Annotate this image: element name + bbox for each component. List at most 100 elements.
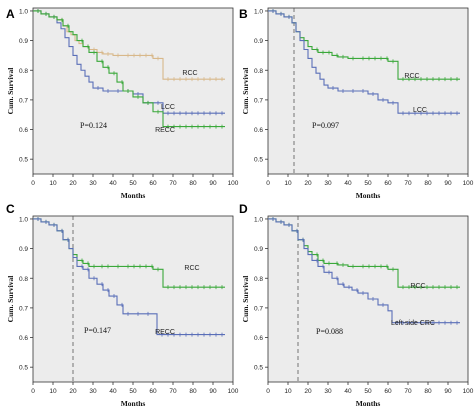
x-tick-label: 20 [69,388,77,395]
y-tick-label: 0.7 [19,97,28,104]
x-tick-label: 80 [189,180,197,187]
plot-area [32,215,234,383]
y-tick-label: 0.8 [254,276,263,283]
y-tick-label: 0.9 [19,38,28,45]
panel-label: A [6,7,15,21]
panel-c: C 0.5 0.6 0.7 0.8 0.9 1.0 0 10 20 30 40 50 60 70 80 90 10… [6,202,239,408]
x-tick-label: 80 [424,388,432,395]
y-tick-label: 0.9 [19,246,28,253]
y-tick-label: 0.5 [254,157,263,164]
x-tick-label: 100 [463,388,474,395]
x-axis-label: Months [121,399,146,408]
panel-label: B [239,7,248,21]
y-tick-label: 0.9 [254,246,263,253]
x-tick-label: 90 [209,388,217,395]
series-line-recc [33,10,225,128]
y-tick-label: 0.5 [19,157,28,164]
x-tick-label: 40 [109,180,117,187]
x-tick-label: 100 [228,180,239,187]
y-axis-label: Cum. Survival [241,276,250,323]
x-tick-label: 80 [189,388,197,395]
p-value: P=0.124 [80,121,107,130]
y-tick-label: 0.5 [254,365,263,372]
y-tick-label: 0.8 [19,68,28,75]
x-tick-label: 30 [324,180,332,187]
p-value: P=0.097 [312,121,339,130]
y-tick-label: 0.9 [254,38,263,45]
y-tick-label: 0.7 [254,305,263,312]
y-tick-label: 0.6 [254,127,263,134]
y-axis-label: Cum. Survival [6,68,15,115]
x-tick-label: 100 [228,388,239,395]
x-tick-label: 20 [69,180,77,187]
panel-d: D 0.5 0.6 0.7 0.8 0.9 1.0 0 10 20 30 40 50 60 70 80 90 10… [239,202,474,408]
series-label: RECC [155,127,175,134]
y-tick-label: 0.7 [19,305,28,312]
x-tick-label: 40 [344,180,352,187]
y-axis-label: Cum. Survival [6,276,15,323]
x-tick-label: 10 [284,180,292,187]
series-label: LCC [161,104,175,111]
x-tick-label: 40 [344,388,352,395]
y-tick-label: 1.0 [254,216,263,223]
x-tick-label: 50 [364,180,372,187]
panel-label: D [239,202,248,216]
x-tick-label: 70 [169,388,177,395]
x-tick-label: 10 [49,388,57,395]
x-tick-label: 30 [89,388,97,395]
series-label: RECC [155,329,175,336]
x-tick-label: 80 [424,180,432,187]
x-tick-label: 50 [129,180,137,187]
series-line-lcc [268,10,460,114]
x-tick-label: 60 [149,388,157,395]
x-tick-label: 30 [89,180,97,187]
x-tick-label: 60 [384,388,392,395]
series-label: RCC [404,73,419,80]
x-axis-label: Months [356,399,381,408]
x-tick-label: 10 [284,388,292,395]
x-tick-label: 0 [31,180,35,187]
x-tick-label: 40 [109,388,117,395]
panel-label: C [6,202,15,216]
x-tick-label: 70 [404,180,412,187]
y-tick-label: 1.0 [19,216,28,223]
p-value: P=0.147 [84,326,111,335]
x-tick-label: 50 [129,388,137,395]
panel-a: A 0.5 0.6 0.7 0.8 0.9 1.0 0 10 20 30 40 50 60 70 80 90 10… [6,7,239,200]
x-tick-label: 30 [324,388,332,395]
x-tick-label: 0 [266,180,270,187]
y-tick-label: 0.6 [254,335,263,342]
x-tick-label: 0 [266,388,270,395]
series-label: Left-side CRC [391,320,435,327]
x-axis-label: Months [121,191,146,200]
y-tick-label: 1.0 [254,8,263,15]
y-tick-label: 1.0 [19,8,28,15]
series-line-left-side-crc [268,218,460,324]
y-axis-label: Cum. Survival [241,68,250,115]
x-axis-label: Months [356,191,381,200]
series-line-recc [33,218,225,336]
x-tick-label: 50 [364,388,372,395]
x-tick-label: 70 [169,180,177,187]
x-tick-label: 90 [209,180,217,187]
x-tick-label: 90 [444,180,452,187]
panel-b: B 0.5 0.6 0.7 0.8 0.9 1.0 0 10 20 30 40 50 60 70 80 90 10… [239,7,474,200]
series-label: RCC [182,70,197,77]
x-tick-label: 70 [404,388,412,395]
x-tick-label: 10 [49,180,57,187]
series-label: RCC [410,283,425,290]
x-tick-label: 100 [463,180,474,187]
x-tick-label: 20 [304,180,312,187]
x-tick-label: 90 [444,388,452,395]
y-tick-label: 0.7 [254,97,263,104]
p-value: P=0.088 [316,327,343,336]
x-tick-label: 60 [384,180,392,187]
x-tick-label: 0 [31,388,35,395]
y-tick-label: 0.8 [19,276,28,283]
y-tick-label: 0.6 [19,127,28,134]
series-label: RCC [184,265,199,272]
x-tick-label: 20 [304,388,312,395]
series-label: LCC [413,107,427,114]
y-tick-label: 0.5 [19,365,28,372]
